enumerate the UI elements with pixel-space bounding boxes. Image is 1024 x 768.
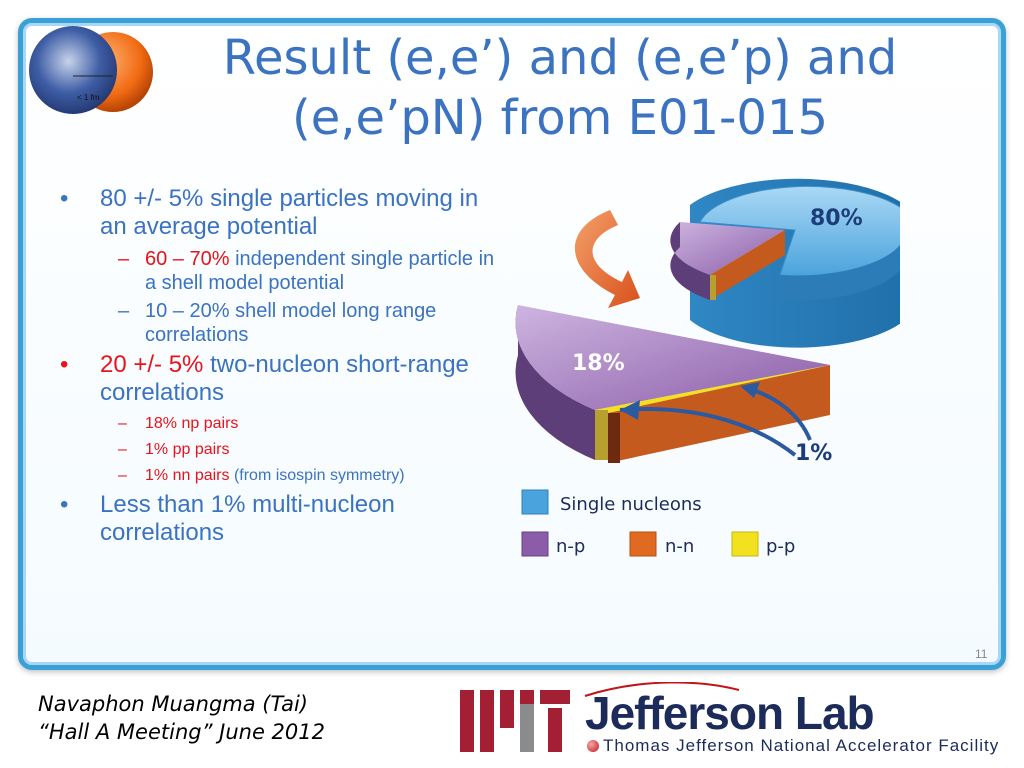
- footer-author: Navaphon Muangma (Tai) “Hall A Meeting” …: [38, 690, 325, 746]
- arrow-expand-icon: [574, 210, 640, 308]
- legend-label-single: Single nucleons: [560, 494, 702, 515]
- dash-marker: –: [118, 248, 130, 270]
- bullet-multi-nucleon: • Less than 1% multi-nucleon correlation…: [52, 491, 502, 547]
- dash-marker: –: [118, 300, 130, 322]
- sub-bullet-long-range: – 10 – 20% shell model long range correl…: [52, 299, 502, 347]
- page-number: 11: [975, 647, 988, 661]
- sub-bullet-text: 10 – 20% shell model long range correlat…: [145, 300, 437, 346]
- bullet-text: two-nucleon short-range correlations: [100, 351, 469, 406]
- bullet-text: 80 +/- 5% single particles moving in an …: [100, 185, 479, 240]
- bullet-marker: •: [60, 491, 69, 518]
- slice-pp-big: [595, 365, 830, 413]
- slice-np-big-side: [515, 305, 595, 460]
- slide-title-line2: (e,e’pN) from E01-015: [292, 90, 828, 146]
- legend-swatch-np: [521, 531, 549, 557]
- sub-bullet-text: 1% pp pairs: [145, 441, 230, 458]
- dash-marker: –: [118, 467, 127, 484]
- label-80-percent: 80%: [810, 206, 863, 231]
- legend-swatch-single: [521, 489, 549, 515]
- sub-bullet-highlight: 60 – 70%: [145, 248, 230, 270]
- nucleon-logo: < 1 fm: [29, 26, 153, 114]
- sub-bullet-nn: – 1% nn pairs (from isospin symmetry): [52, 465, 502, 487]
- sub-bullet-np: – 18% np pairs: [52, 413, 502, 435]
- sub-bullet-text: (from isospin symmetry): [229, 467, 405, 484]
- bullet-single-particles: • 80 +/- 5% single particles moving in a…: [52, 185, 502, 241]
- slide-title-line1: Result (e,e’) and (e,e’p) and: [222, 30, 898, 86]
- slice-nn-big-front: [608, 413, 620, 463]
- jlab-swoosh-icon: [584, 682, 740, 697]
- sub-bullet-text: independent single particle in a shell m…: [145, 248, 495, 294]
- label-18-percent: 18%: [572, 351, 625, 376]
- pie-chart: 80% 18% 1% Single nucleons n-p n-n p-p: [515, 178, 900, 557]
- sub-bullet-independent: – 60 – 70% independent single particle i…: [52, 247, 502, 295]
- bullet-marker: •: [60, 185, 69, 212]
- slide-title: Result (e,e’) and (e,e’p) and (e,e’pN) f…: [170, 28, 950, 148]
- bullet-highlight: 20 +/- 5%: [100, 351, 204, 378]
- dash-marker: –: [118, 415, 127, 432]
- bullet-list: • 80 +/- 5% single particles moving in a…: [52, 185, 502, 553]
- legend-label-pp: p-p: [766, 536, 795, 557]
- bullet-two-nucleon: • 20 +/- 5% two-nucleon short-range corr…: [52, 351, 502, 407]
- footer-event: “Hall A Meeting” June 2012: [38, 720, 325, 744]
- legend-swatch-pp: [731, 531, 759, 557]
- slice-np-small-side: [670, 222, 710, 300]
- jlab-full-name: Thomas Jefferson National Accelerator Fa…: [585, 736, 999, 756]
- slice-single-nucleons-rim: [780, 244, 900, 301]
- pointer-arrowhead-icon: [620, 400, 640, 420]
- jlab-dot-icon: [587, 740, 599, 752]
- sub-bullet-pp: – 1% pp pairs: [52, 439, 502, 461]
- slice-pp-big-side: [595, 410, 608, 460]
- label-1-percent: 1%: [795, 441, 832, 466]
- slice-pp-small-side: [710, 275, 716, 300]
- legend-label-np: n-p: [556, 536, 585, 557]
- bullet-text: Less than 1% multi-nucleon correlations: [100, 491, 395, 546]
- jlab-full-name-text: Thomas Jefferson National Accelerator Fa…: [603, 736, 1000, 755]
- pointer-arrowhead-icon: [740, 382, 760, 398]
- footer-author-name: Navaphon Muangma (Tai): [38, 692, 308, 716]
- slice-np-big-top: [515, 305, 830, 410]
- slice-nn-big: [608, 365, 830, 463]
- logo-scale-label: < 1 fm: [77, 93, 100, 102]
- legend-swatch-nn: [629, 531, 657, 557]
- legend-label-nn: n-n: [665, 536, 694, 557]
- slice-np-small-top: [670, 222, 785, 275]
- mit-logo: [460, 690, 570, 752]
- sub-bullet-highlight: 1% nn pairs: [145, 467, 230, 484]
- dash-marker: –: [118, 441, 127, 458]
- sub-bullet-text: 18% np pairs: [145, 415, 239, 432]
- jlab-name: Jefferson Lab: [585, 687, 875, 739]
- bullet-marker: •: [60, 351, 69, 378]
- slice-nn-small: [710, 230, 785, 300]
- pointer-arrow-icon: [619, 407, 797, 457]
- jefferson-lab-logo: Jefferson Lab Thomas Jefferson National …: [584, 682, 999, 756]
